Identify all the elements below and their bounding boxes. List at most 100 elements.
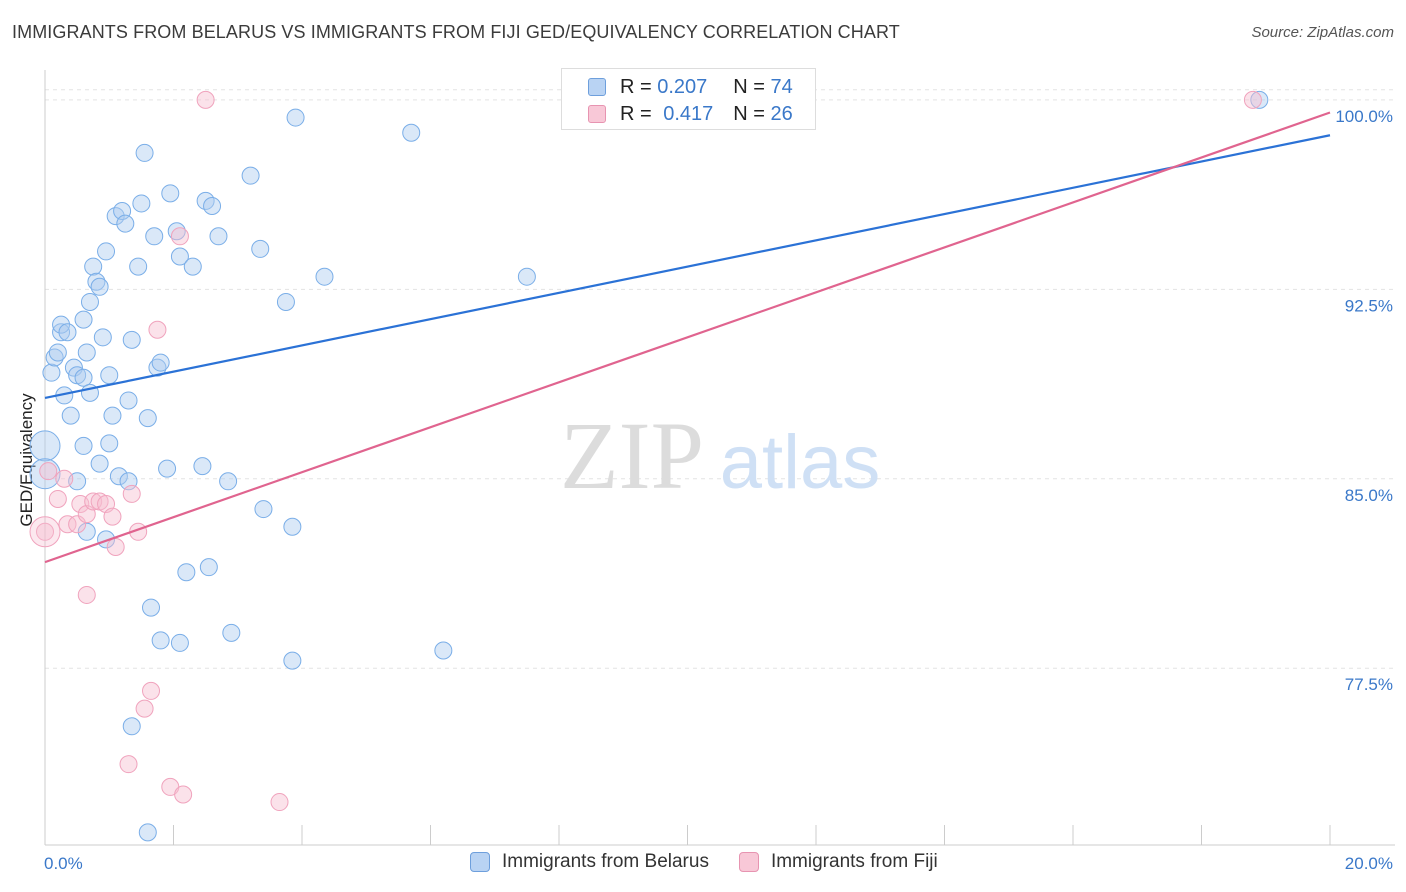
belarus-point	[80, 292, 99, 311]
belarus-point	[283, 651, 302, 670]
fiji-point	[68, 515, 87, 534]
fiji-point	[29, 516, 61, 548]
fiji-point	[106, 537, 125, 556]
belarus-point	[90, 277, 109, 296]
belarus-point	[183, 257, 202, 276]
legend-row-fiji: R = 0.417 N = 26	[588, 101, 793, 127]
belarus-point	[135, 143, 154, 162]
belarus-point	[45, 348, 64, 367]
belarus-point	[145, 227, 164, 246]
x-tick-label-min: 0.0%	[44, 854, 83, 873]
x-tick-label-max: 20.0%	[1345, 854, 1393, 873]
series-name-fiji: Immigrants from Fiji	[770, 851, 938, 872]
belarus-point	[151, 353, 170, 372]
legend-n-value-belarus: 74	[770, 75, 793, 98]
legend: R = 0.207 N = 74 R = 0.417 N = 26	[561, 68, 816, 130]
belarus-point	[517, 267, 536, 286]
watermark-zip: ZIP	[560, 402, 704, 509]
fiji-point	[55, 469, 74, 488]
belarus-point	[100, 366, 119, 385]
belarus-point	[119, 391, 138, 410]
belarus-point	[77, 522, 96, 541]
legend-swatch-belarus	[588, 78, 606, 96]
belarus-point	[199, 558, 218, 577]
belarus-point	[129, 257, 148, 276]
belarus-point	[29, 458, 61, 490]
belarus-point	[74, 368, 93, 387]
belarus-point	[254, 500, 273, 519]
legend-n-label: N =	[733, 102, 765, 125]
y-tick-label: 92.5%	[1345, 296, 1393, 315]
belarus-point	[52, 315, 71, 334]
belarus-point	[276, 292, 295, 311]
belarus-point	[142, 598, 161, 617]
belarus-point	[132, 194, 151, 213]
legend-n-value-fiji: 26	[770, 102, 793, 125]
legend-n-label: N =	[733, 75, 765, 98]
belarus-point	[74, 436, 93, 455]
belarus-point	[77, 343, 96, 362]
legend-r-value-belarus: 0.207	[657, 75, 708, 98]
belarus-point	[193, 457, 212, 476]
fiji-point	[148, 320, 167, 339]
belarus-point	[148, 358, 167, 377]
belarus-point	[90, 454, 109, 473]
watermark-atlas: atlas	[720, 420, 881, 505]
legend-r-label: R =	[620, 75, 652, 98]
belarus-point	[93, 328, 112, 347]
fiji-point	[135, 699, 154, 718]
legend-r-value-fiji: 0.417	[663, 102, 714, 125]
belarus-point	[402, 123, 421, 142]
data-points	[29, 90, 1269, 842]
belarus-point	[97, 242, 116, 261]
belarus-point	[170, 247, 189, 266]
belarus-point	[48, 343, 67, 362]
belarus-point	[434, 641, 453, 660]
belarus-point	[315, 267, 334, 286]
legend-row-belarus: R = 0.207 N = 74	[588, 74, 793, 100]
belarus-point	[97, 530, 116, 549]
y-tick-label: 77.5%	[1345, 675, 1393, 694]
belarus-point	[138, 823, 157, 842]
belarus-point	[87, 272, 106, 291]
belarus-point	[116, 214, 135, 233]
series-legend: Immigrants from Belarus Immigrants from …	[470, 851, 968, 873]
belarus-point	[122, 717, 141, 736]
belarus-point	[203, 196, 222, 215]
watermark: ZIP atlas	[560, 402, 880, 509]
belarus-point	[161, 184, 180, 203]
fiji-point	[48, 489, 67, 508]
belarus-point	[58, 323, 77, 342]
belarus-point	[1250, 90, 1269, 109]
legend-r-label: R =	[620, 102, 652, 125]
series-legend-fiji: Immigrants from Fiji	[738, 851, 938, 873]
fiji-point	[36, 522, 54, 541]
fiji-point	[122, 484, 141, 503]
belarus-point	[61, 406, 80, 425]
series-swatch-belarus	[470, 852, 490, 872]
y-tick-label: 85.0%	[1345, 486, 1393, 505]
belarus-point	[42, 363, 61, 382]
fiji-point	[270, 793, 289, 812]
chart-title: IMMIGRANTS FROM BELARUS VS IMMIGRANTS FR…	[12, 22, 900, 42]
belarus-point	[209, 227, 228, 246]
fiji-point	[103, 507, 122, 526]
belarus-point	[151, 631, 170, 650]
series-name-belarus: Immigrants from Belarus	[502, 851, 709, 872]
belarus-point	[109, 467, 128, 486]
fiji-point	[58, 515, 77, 534]
belarus-point	[170, 633, 189, 652]
belarus-point	[251, 239, 270, 258]
belarus-point	[100, 434, 119, 453]
belarus-point	[283, 517, 302, 536]
fiji-trend-line	[44, 111, 1331, 564]
trend-lines	[44, 111, 1331, 564]
belarus-point	[219, 472, 238, 491]
belarus-point	[241, 166, 260, 185]
fiji-point	[77, 585, 96, 604]
axes	[44, 70, 1395, 846]
series-swatch-fiji	[738, 852, 759, 872]
tick-labels: 77.5% 85.0% 92.5% 100.0% 0.0% 20.0%	[44, 107, 1393, 873]
legend-swatch-fiji	[588, 105, 606, 123]
